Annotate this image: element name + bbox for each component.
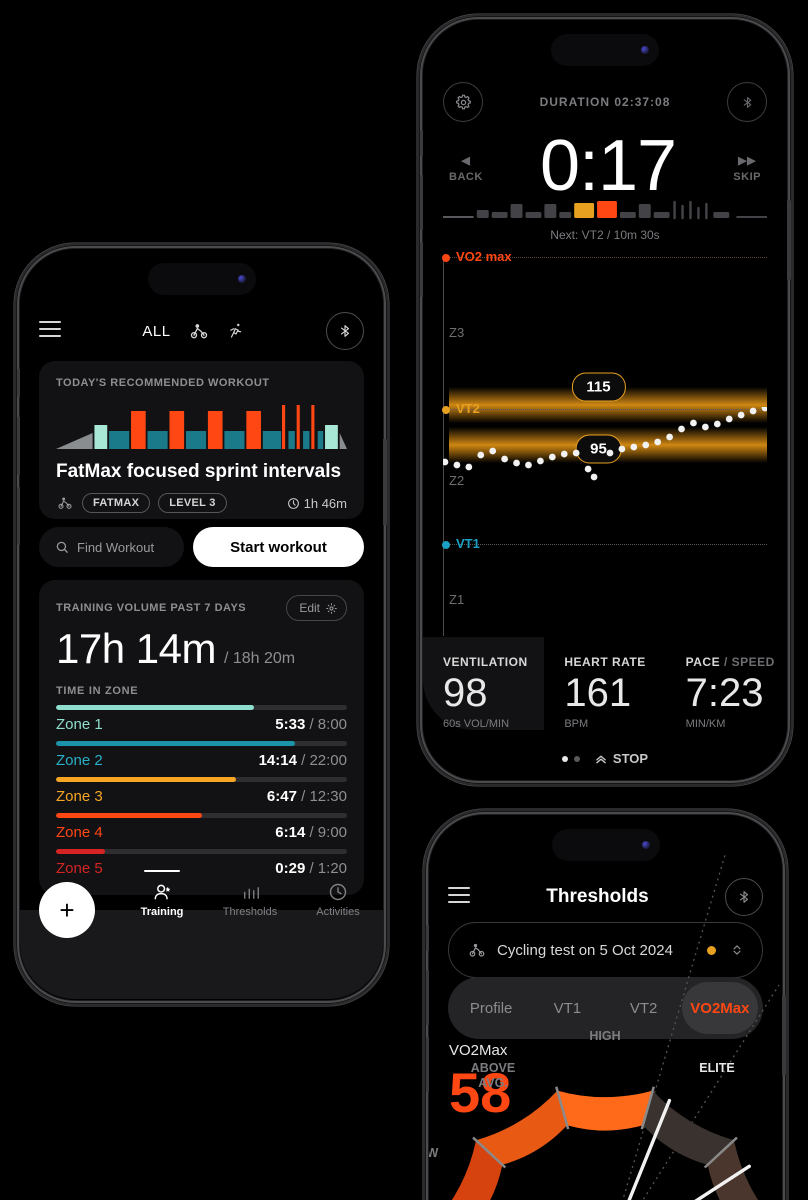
svg-text:ABOVE: ABOVE xyxy=(471,1061,515,1075)
svg-text:HIGH: HIGH xyxy=(589,1029,620,1043)
svg-text:AVG.: AVG. xyxy=(429,1161,430,1175)
svg-text:PRO: PRO xyxy=(781,1146,782,1160)
svg-text:AVG.: AVG. xyxy=(478,1076,508,1090)
svg-text:ELITE: ELITE xyxy=(699,1061,734,1075)
svg-text:BELOW: BELOW xyxy=(429,1146,438,1160)
